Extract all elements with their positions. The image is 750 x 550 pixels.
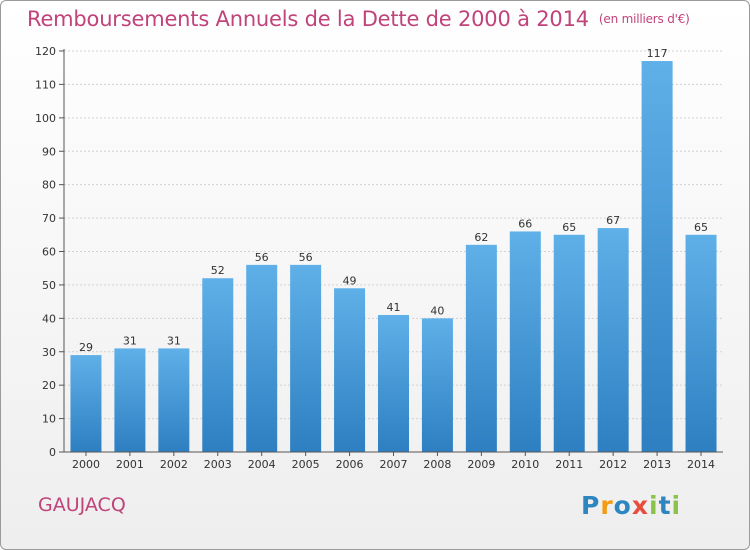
y-tick-label: 60 [42,246,56,259]
data-label: 66 [518,217,532,230]
bar-2009 [465,244,497,452]
bar-2007 [378,314,409,452]
x-tick-label: 2010 [511,458,539,471]
data-label: 65 [562,221,576,234]
data-labels: 29 31 31 52 56 56 49 41 40 62 66 65 67 117 65 [79,47,708,354]
chart-title-text: Remboursements Annuels de la Dette de 20… [27,7,589,31]
bar-2011 [553,234,585,452]
y-tick-label: 120 [35,45,56,58]
y-tick-label: 110 [35,78,56,91]
logo-letter: r [600,491,614,520]
bar-2013 [641,61,673,453]
x-tick-label: 2002 [160,458,188,471]
logo-letter: t [658,491,672,520]
x-tick-label: 2004 [248,458,276,471]
bar-2008 [421,318,453,452]
x-tick-label: 2005 [292,458,320,471]
x-tick-label: 2011 [555,458,583,471]
x-tick-label: 2014 [687,458,715,471]
data-label: 31 [123,334,137,347]
logo-letter: o [613,491,632,520]
y-tick-label: 0 [49,446,56,459]
y-tick-label: 80 [42,179,56,192]
data-label: 52 [211,264,225,277]
logo-letter: i [671,491,682,520]
x-tick-label: 2009 [467,458,495,471]
data-label: 65 [694,221,708,234]
x-tick-label: 2013 [643,458,671,471]
bar-2014 [685,234,717,452]
bar-2002 [158,348,190,452]
y-tick-label: 50 [42,279,56,292]
data-label: 40 [430,304,444,317]
y-tick-label: 100 [35,112,56,125]
data-label: 67 [606,214,620,227]
y-tick-label: 70 [42,212,56,225]
logo-letter: P [581,491,601,520]
data-label: 29 [79,341,93,354]
data-label: 31 [167,334,181,347]
x-tick-label: 2000 [72,458,100,471]
y-tick-label: 20 [42,379,56,392]
bar-2003 [202,278,234,452]
data-label: 41 [387,301,401,314]
data-label: 62 [474,231,488,244]
y-tick-label: 90 [42,145,56,158]
bar-2012 [597,228,629,452]
bars [70,61,717,453]
bar-2006 [334,288,366,452]
x-tick-label: 2012 [599,458,627,471]
logo-letter: x [631,491,649,520]
y-tick-label: 30 [42,346,56,359]
bar-2000 [70,355,102,452]
bar-2004 [246,264,278,452]
chart-title: Remboursements Annuels de la Dette de 20… [27,7,690,31]
x-tick-label: 2006 [336,458,364,471]
x-tick-label: 2003 [204,458,232,471]
y-tick-label: 10 [42,413,56,426]
logo-letter: i [649,491,659,520]
data-label: 49 [343,274,357,287]
y-tick-label: 40 [42,312,56,325]
data-label: 56 [255,251,269,264]
data-label: 56 [299,251,313,264]
x-tick-label: 2007 [380,458,408,471]
proxiti-logo: Proxiti [581,491,681,520]
commune-name: GAUJACQ [38,494,126,516]
data-label: 117 [647,47,668,60]
x-tick-label: 2001 [116,458,144,471]
chart-unit: (en milliers d'€) [598,12,690,26]
bar-2005 [290,264,322,452]
bar-2010 [509,231,541,452]
axes [63,49,723,453]
x-tick-label: 2008 [423,458,451,471]
x-axis-ticks: 2000 2001 2002 2003 2004 2005 2006 2007 2008 2009… [72,452,715,471]
y-axis-ticks: 0 10 20 30 40 50 60 70 80 90 100 110 120 [35,45,64,459]
bar-2001 [114,348,146,452]
